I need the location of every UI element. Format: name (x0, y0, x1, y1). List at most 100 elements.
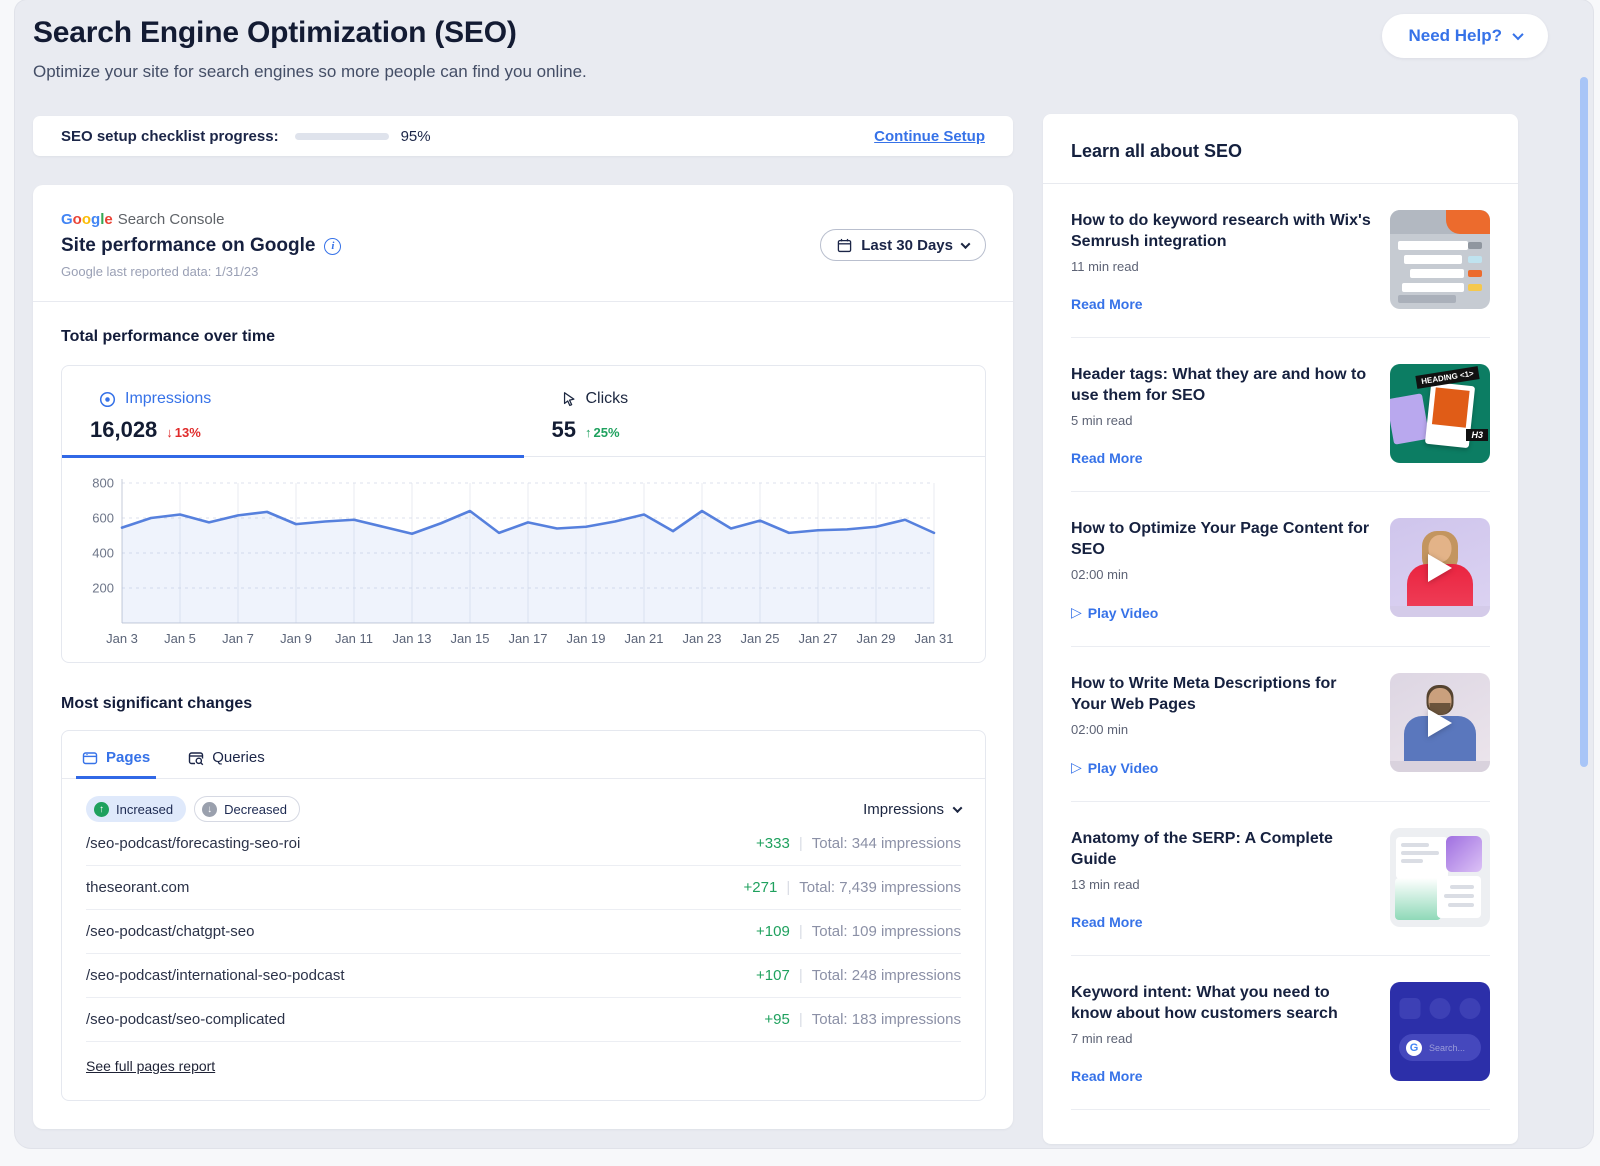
page-subtitle: Optimize your site for search engines so… (33, 62, 587, 81)
svg-text:Jan 7: Jan 7 (222, 631, 254, 646)
changes-section-title: Most significant changes (61, 695, 253, 712)
change-value: +271 (743, 879, 778, 896)
read-more-link[interactable]: Read More (1071, 1068, 1372, 1084)
table-row: theseorant.com +271 | Total: 7,439 impressi… (86, 866, 961, 910)
decreased-label: Decreased (224, 801, 287, 817)
date-range-value: Last 30 Days (861, 236, 953, 254)
chevron-down-icon (1512, 28, 1524, 41)
svg-text:Jan 25: Jan 25 (740, 631, 779, 646)
svg-text:Jan 11: Jan 11 (335, 631, 373, 646)
tab-queries[interactable]: Queries (188, 749, 265, 779)
page-path[interactable]: /seo-podcast/chatgpt-seo (86, 923, 255, 940)
play-icon: ▷ (1071, 604, 1082, 620)
google-search-console-logo: Google Search Console (61, 211, 341, 228)
svg-text:Jan 29: Jan 29 (856, 631, 895, 646)
play-button-overlay[interactable] (1428, 553, 1452, 582)
article-meta: 02:00 min (1071, 567, 1129, 582)
need-help-button[interactable]: Need Help? (1382, 14, 1548, 58)
pages-table: /seo-podcast/forecasting-seo-roi +333 | Tot… (86, 822, 961, 1042)
article-thumbnail[interactable]: HEADING <1> H3 (1390, 364, 1490, 463)
article-action-label: Play Video (1087, 604, 1159, 621)
learn-panel-scrollbar[interactable] (1580, 77, 1588, 767)
article-thumbnail[interactable]: G Search... (1390, 982, 1490, 1081)
seo-dashboard: Search Engine Optimization (SEO) Optimiz… (15, 0, 1593, 1148)
thumb-search-placeholder: Search... (1429, 1042, 1466, 1053)
continue-setup-link[interactable]: Continue Setup (874, 127, 985, 145)
decrease-circle-icon: ↓ (202, 801, 218, 817)
article-title: Anatomy of the SERP: A Complete Guide (1071, 830, 1333, 868)
article-action-label: Read More (1071, 914, 1143, 930)
article-card: Anatomy of the SERP: A Complete Guide 13 … (1071, 802, 1490, 956)
article-thumbnail[interactable] (1390, 518, 1490, 617)
read-more-link[interactable]: Read More (1071, 296, 1372, 312)
performance-section-title: Total performance over time (61, 328, 275, 345)
thumb-art (1446, 210, 1490, 234)
value-divider: | (798, 923, 803, 940)
play-video-link[interactable]: ▷ Play Video (1071, 759, 1372, 776)
down-arrow-icon: ↓ (166, 425, 173, 440)
total-impressions: Total: 7,439 impressions (799, 879, 961, 896)
clicks-value: 55 (551, 417, 576, 442)
article-action-label: Read More (1071, 450, 1143, 466)
divider (33, 301, 1013, 302)
read-more-link[interactable]: Read More (1071, 914, 1372, 930)
impressions-icon (99, 391, 116, 407)
sort-label: Impressions (863, 800, 944, 818)
table-row: /seo-podcast/seo-complicated +95 | Total: 1… (86, 998, 961, 1042)
page-path[interactable]: /seo-podcast/forecasting-seo-roi (86, 835, 301, 852)
change-value: +333 (756, 835, 790, 852)
thumb-search-bar: G Search... (1399, 1034, 1481, 1061)
up-arrow-icon: ↑ (584, 425, 592, 440)
svg-text:Jan 17: Jan 17 (508, 631, 547, 646)
sort-dropdown[interactable]: Impressions (863, 800, 963, 818)
svg-text:Jan 15: Jan 15 (450, 631, 489, 646)
increase-circle-icon: ↑ (94, 801, 109, 817)
google-g-icon: G (1406, 1039, 1422, 1056)
svg-text:Jan 5: Jan 5 (164, 631, 196, 646)
articles-list: How to do keyword research with Wix's Se… (1043, 184, 1518, 1110)
page-path[interactable]: theseorant.com (86, 879, 190, 896)
article-card: How to Write Meta Descriptions for Your … (1071, 647, 1490, 802)
total-impressions: Total: 344 impressions (811, 835, 961, 852)
article-action-label: Read More (1071, 1068, 1143, 1084)
article-card: How to do keyword research with Wix's Se… (1071, 184, 1490, 338)
play-icon: ▷ (1071, 759, 1082, 775)
table-row: /seo-podcast/forecasting-seo-roi +333 | Tot… (86, 822, 961, 866)
impressions-delta: 13% (174, 425, 201, 440)
article-title: Header tags: What they are and how to us… (1071, 366, 1367, 404)
queries-icon (189, 751, 204, 765)
total-impressions: Total: 109 impressions (811, 923, 961, 940)
filter-increased[interactable]: ↑ Increased (86, 796, 187, 822)
tab-pages[interactable]: Pages (75, 749, 157, 779)
article-card: Header tags: What they are and how to us… (1071, 338, 1490, 492)
clicks-label: Clicks (585, 390, 629, 407)
svg-text:400: 400 (92, 546, 114, 561)
svg-text:Jan 9: Jan 9 (280, 631, 312, 646)
filter-decreased[interactable]: ↓ Decreased (194, 796, 300, 822)
svg-text:Jan 31: Jan 31 (914, 631, 953, 646)
tab-clicks[interactable]: Clicks 55 ↑ 25% (524, 366, 986, 457)
article-thumbnail[interactable] (1390, 210, 1490, 309)
value-divider: | (786, 879, 791, 896)
svg-text:Jan 27: Jan 27 (798, 631, 837, 646)
play-video-link[interactable]: ▷ Play Video (1071, 604, 1372, 621)
page-path[interactable]: /seo-podcast/international-seo-podcast (86, 967, 345, 984)
see-full-pages-report-link[interactable]: See full pages report (86, 1058, 216, 1074)
svg-text:600: 600 (92, 511, 114, 526)
svg-text:Jan 23: Jan 23 (682, 631, 721, 646)
date-range-dropdown[interactable]: Last 30 Days (820, 229, 986, 261)
svg-text:200: 200 (92, 581, 114, 596)
play-button-overlay[interactable] (1428, 708, 1452, 737)
article-thumbnail[interactable] (1390, 828, 1490, 927)
article-meta: 5 min read (1071, 413, 1133, 428)
value-divider: | (798, 967, 803, 984)
value-divider: | (798, 835, 803, 852)
tab-impressions[interactable]: Impressions 16,028 ↓ 13% (62, 366, 524, 458)
divider (1043, 183, 1518, 184)
page-path[interactable]: /seo-podcast/seo-complicated (86, 1011, 286, 1028)
info-icon[interactable]: i (324, 237, 342, 255)
article-thumbnail[interactable] (1390, 673, 1490, 772)
read-more-link[interactable]: Read More (1071, 450, 1372, 466)
article-title: How to Write Meta Descriptions for Your … (1071, 675, 1337, 713)
article-card: Keyword intent: What you need to know ab… (1071, 956, 1490, 1110)
